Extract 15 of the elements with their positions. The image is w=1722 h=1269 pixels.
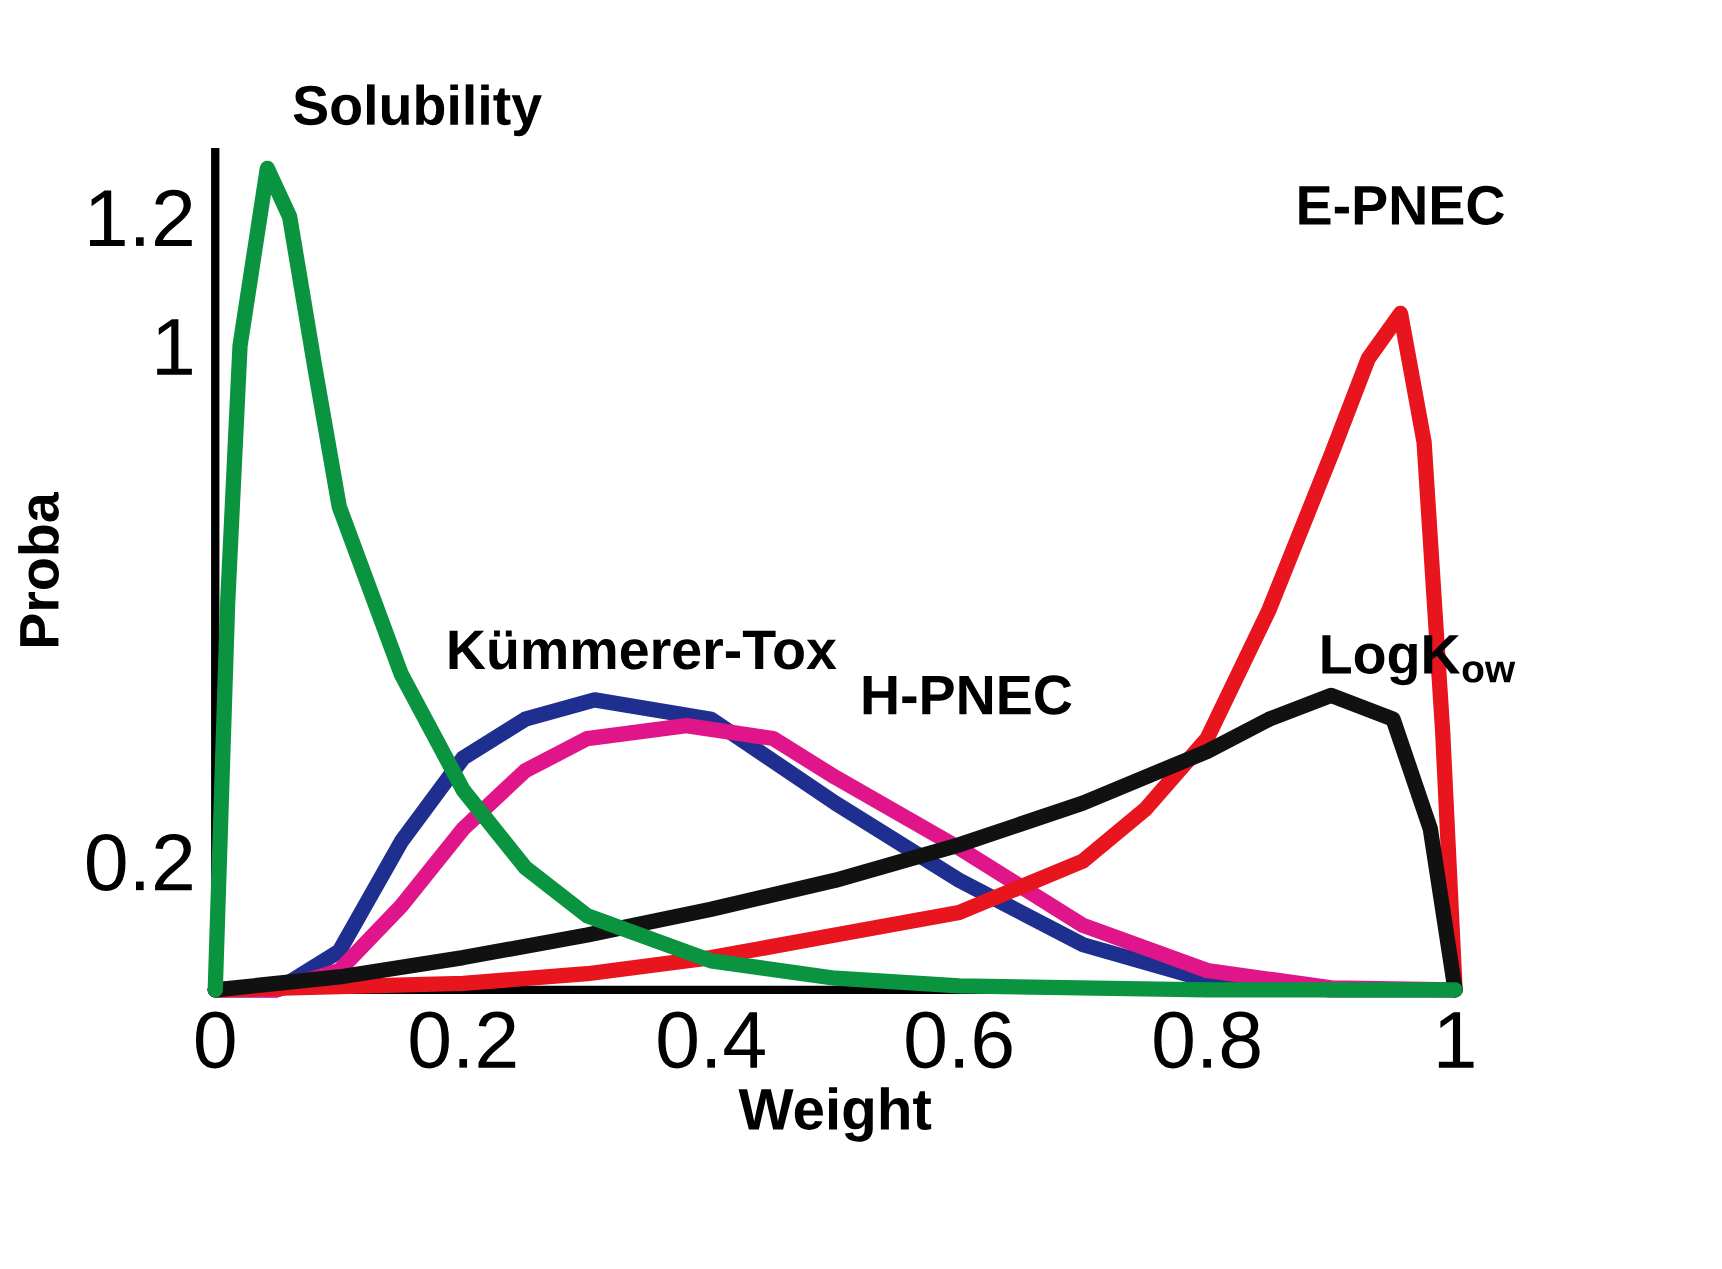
x-tick-label: 0.2	[410, 1011, 516, 1069]
x-tick-label: 0.8	[1154, 1011, 1260, 1069]
series-label: Solubility	[293, 84, 542, 137]
x-tick-label: 0	[196, 1011, 235, 1069]
x-tick-label: 1	[1438, 1012, 1474, 1068]
x-tick-label: 0.4	[658, 1011, 765, 1069]
series-label: Kümmerer-Tox	[449, 630, 837, 670]
x-tick-label: 0.6	[906, 1011, 1012, 1069]
y-axis-title: Proba	[18, 491, 59, 647]
y-tick-label: 0.2	[86, 833, 192, 891]
series-label: E-PNEC	[1299, 185, 1504, 226]
y-tick-label: 1	[157, 319, 192, 375]
y-tick-label: 1.2	[89, 189, 192, 246]
series-label: H-PNEC	[863, 675, 1072, 715]
x-axis-title: Weight	[738, 1087, 932, 1142]
